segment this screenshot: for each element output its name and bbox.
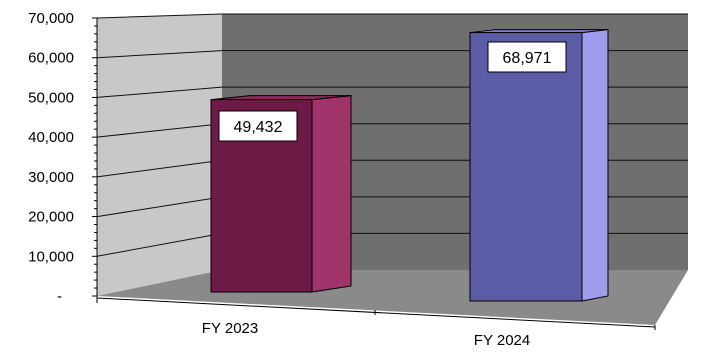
x-axis-line	[96, 297, 656, 328]
category-labels: FY 2023 FY 2024	[96, 297, 656, 349]
bar-side-0	[311, 95, 352, 293]
data-label-box	[218, 110, 298, 142]
side-wall	[97, 14, 222, 296]
y-tick-label: 50,000	[28, 89, 74, 106]
bar-side-1	[581, 29, 609, 302]
y-tick-label: 60,000	[28, 50, 74, 67]
bar-1	[469, 32, 583, 302]
bars: 49,432 68,971	[210, 29, 609, 302]
data-label: 49,432	[234, 119, 283, 136]
y-tick-label: 40,000	[28, 129, 74, 146]
category-label: FY 2024	[474, 332, 530, 349]
data-label: 68,971	[503, 50, 552, 67]
y-tick-label: 10,000	[28, 248, 74, 265]
category-label: FY 2023	[202, 320, 258, 337]
y-tick-label: 30,000	[28, 169, 74, 186]
gridline	[96, 13, 688, 19]
y-tick-label: -	[57, 288, 62, 305]
data-label-box	[487, 41, 567, 73]
y-tick-label: 20,000	[28, 209, 74, 226]
y-axis-ticks: - 10,000 20,000 30,000 40,000 50,000 60,000 70,…	[28, 10, 97, 305]
y-tick-label: 70,000	[28, 10, 74, 27]
